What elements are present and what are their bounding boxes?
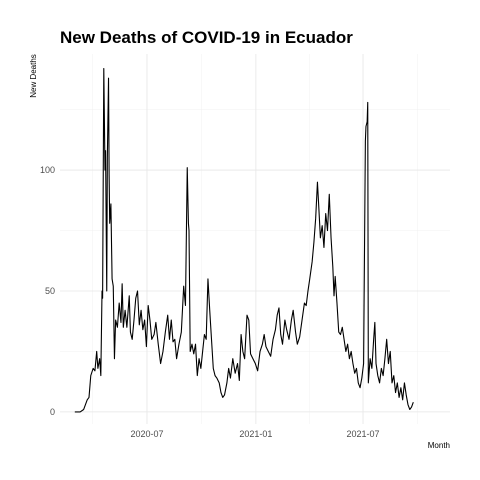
y-tick-label: 0 bbox=[50, 407, 55, 417]
y-tick-label: 100 bbox=[40, 165, 55, 175]
y-tick-labels: 0 50 100 bbox=[40, 165, 55, 417]
x-axis-title: Month bbox=[428, 441, 450, 450]
x-tick-label: 2021-01 bbox=[239, 429, 272, 439]
x-tick-labels: 2020-07 2021-01 2021-07 bbox=[130, 429, 379, 439]
y-tick-label: 50 bbox=[45, 286, 55, 296]
series-layer bbox=[74, 67, 414, 413]
x-tick-label: 2020-07 bbox=[130, 429, 163, 439]
grid-lines bbox=[60, 54, 450, 424]
x-tick-label: 2021-07 bbox=[346, 429, 379, 439]
y-axis-title: New Deaths bbox=[29, 54, 38, 98]
series-line-0 bbox=[74, 67, 414, 413]
chart-title: New Deaths of COVID-19 in Ecuador bbox=[60, 28, 353, 47]
